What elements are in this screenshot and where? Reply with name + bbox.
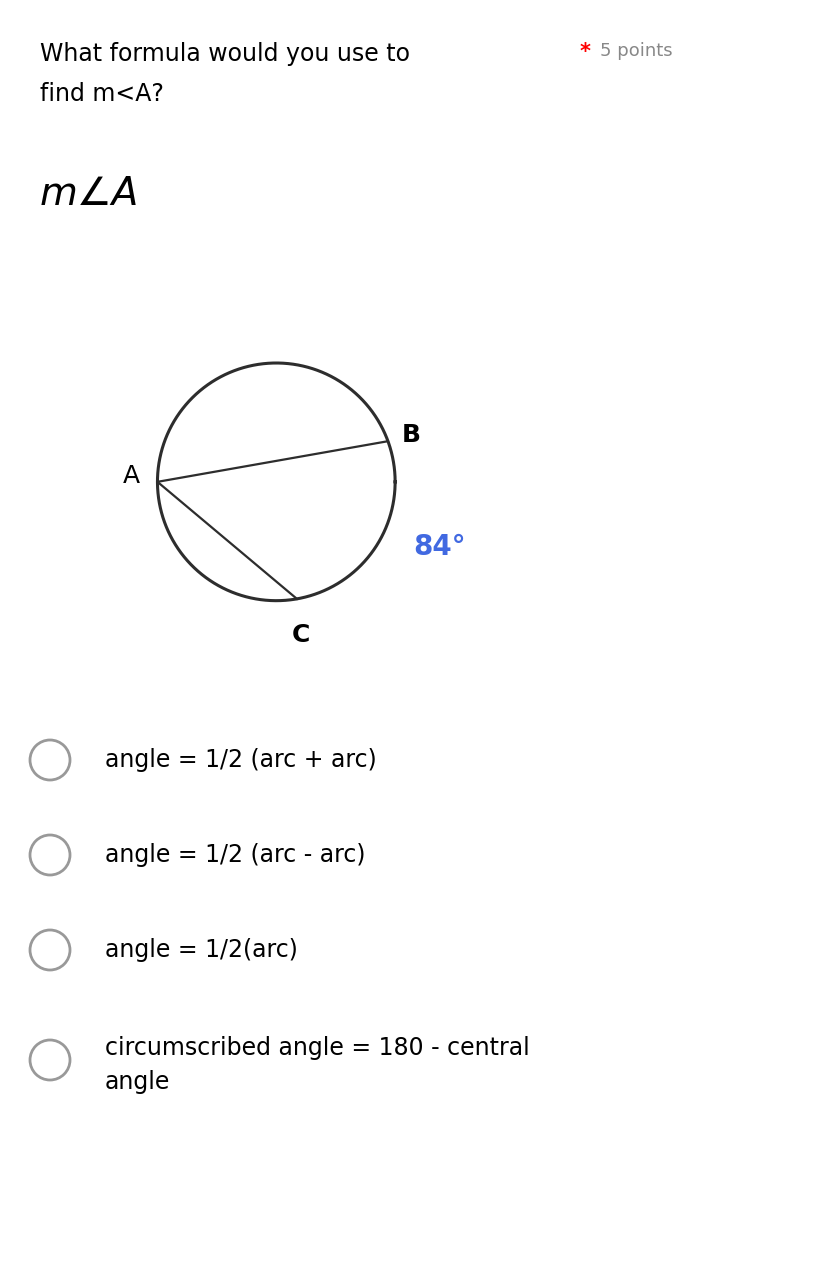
Text: angle: angle (105, 1070, 171, 1094)
Text: angle = 1/2 (arc + arc): angle = 1/2 (arc + arc) (105, 748, 377, 772)
Text: angle = 1/2 (arc - arc): angle = 1/2 (arc - arc) (105, 843, 365, 867)
Text: What formula would you use to: What formula would you use to (40, 42, 410, 66)
Text: A: A (123, 464, 140, 488)
Text: B: B (402, 424, 422, 448)
Text: circumscribed angle = 180 - central: circumscribed angle = 180 - central (105, 1036, 529, 1060)
Text: find m<A?: find m<A? (40, 82, 164, 107)
Text: 5 points: 5 points (600, 42, 672, 60)
Text: C: C (292, 623, 310, 647)
Text: 84°: 84° (413, 534, 466, 562)
Text: m∠A: m∠A (40, 175, 140, 213)
Text: angle = 1/2(arc): angle = 1/2(arc) (105, 938, 298, 962)
Text: *: * (580, 42, 591, 62)
